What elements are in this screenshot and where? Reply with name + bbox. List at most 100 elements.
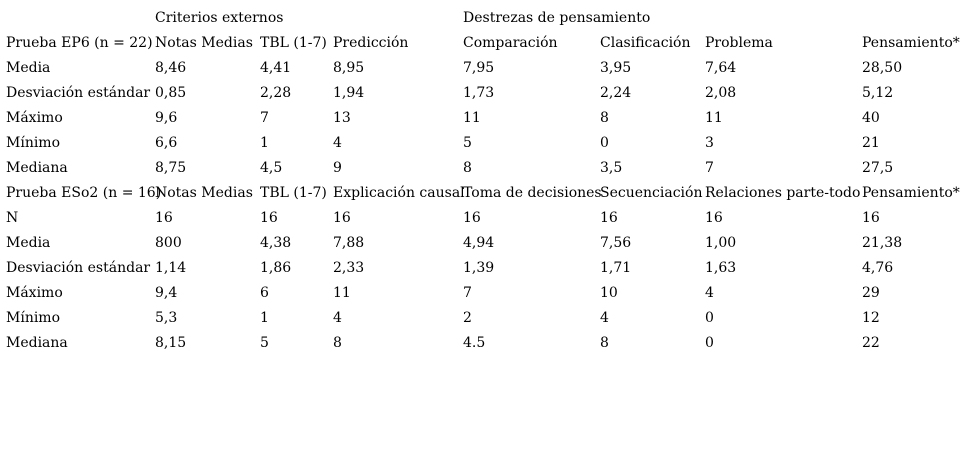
data-cell: 6 [260,285,269,301]
column-header: Toma de decisiones [463,185,602,201]
data-cell: 16 [260,210,278,226]
data-cell: 22 [862,335,880,351]
data-cell: 7,64 [705,60,737,76]
data-cell: 16 [705,210,723,226]
table-row: Desviación estándar 1,14 1,86 2,33 1,39 1,71 1… [6,256,957,281]
column-header: Pensamiento* [862,185,960,201]
data-cell: 1,00 [705,235,737,251]
column-header: Comparación [463,35,558,51]
data-cell: 27,5 [862,160,894,176]
data-cell: 7,95 [463,60,495,76]
table-row: Máximo 9,6 7 13 11 8 11 40 [6,106,957,131]
data-cell: 2,08 [705,85,737,101]
data-cell: 5,3 [155,310,178,326]
group-header: Criterios externos [155,10,284,26]
row-label: Mediana [6,160,68,176]
data-cell: 7 [705,160,714,176]
table-row: Mediana 8,75 4,5 9 8 3,5 7 27,5 [6,156,957,181]
row-label: Desviación estándar [6,85,151,101]
data-cell: 16 [600,210,618,226]
data-cell: 16 [155,210,173,226]
data-cell: 8 [463,160,472,176]
data-cell: 1,71 [600,260,632,276]
column-header: Pensamiento* [862,35,960,51]
column-header: Secuenciación [600,185,703,201]
data-cell: 9,4 [155,285,178,301]
table-row: Desviación estándar 0,85 2,28 1,94 1,73 2,24 2… [6,81,957,106]
data-cell: 8 [600,110,609,126]
data-cell: 1,63 [705,260,737,276]
data-cell: 13 [333,110,351,126]
data-cell: 16 [862,210,880,226]
data-cell: 29 [862,285,880,301]
data-cell: 8,95 [333,60,365,76]
row-label: Mediana [6,335,68,351]
data-cell: 1,14 [155,260,187,276]
data-cell: 3,5 [600,160,623,176]
data-cell: 4 [600,310,609,326]
column-header: Explicación causal [333,185,465,201]
row-label: Mínimo [6,310,61,326]
section-header-row: Prueba ESo2 (n = 16) Notas Medias TBL (1-7… [6,181,960,206]
data-cell: 0 [600,135,609,151]
section-label: Prueba ESo2 (n = 16) [6,185,162,201]
data-cell: 4,76 [862,260,894,276]
row-label: Media [6,60,51,76]
row-label: Desviación estándar [6,260,151,276]
data-cell: 3 [705,135,714,151]
column-header: TBL (1-7) [260,35,327,51]
column-header: Notas Medias [155,185,253,201]
data-cell: 1,39 [463,260,495,276]
data-cell: 8,15 [155,335,187,351]
data-cell: 7,88 [333,235,365,251]
row-label: Máximo [6,285,63,301]
data-cell: 1,86 [260,260,292,276]
table-row: Media 8,46 4,41 8,95 7,95 3,95 7,64 28,50 [6,56,957,81]
table-row: N 16 16 16 16 16 16 16 [6,206,957,231]
spacer-cell [6,6,155,31]
data-cell: 40 [862,110,880,126]
group-header-row: Criterios externos Destrezas de pensamien… [6,6,957,31]
data-cell: 8,46 [155,60,187,76]
row-label: N [6,210,19,226]
column-header: Predicción [333,35,409,51]
data-cell: 5 [260,335,269,351]
data-cell: 2 [463,310,472,326]
data-cell: 11 [333,285,351,301]
data-cell: 16 [333,210,351,226]
column-header: Relaciones parte-todo [705,185,861,201]
data-cell: 5 [463,135,472,151]
row-label: Mínimo [6,135,61,151]
column-header: Clasificación [600,35,691,51]
table-row: Mínimo 5,3 1 4 2 4 0 12 [6,306,957,331]
data-cell: 4 [705,285,714,301]
data-cell: 10 [600,285,618,301]
data-cell: 9 [333,160,342,176]
data-cell: 28,50 [862,60,903,76]
data-cell: 4 [333,310,342,326]
data-cell: 4,41 [260,60,292,76]
data-cell: 7,56 [600,235,632,251]
column-header: Notas Medias [155,35,253,51]
data-cell: 4.5 [463,335,486,351]
data-cell: 2,28 [260,85,292,101]
section-header-row: Prueba EP6 (n = 22) Notas Medias TBL (1-7)… [6,31,960,56]
data-cell: 9,6 [155,110,178,126]
data-cell: 4,94 [463,235,495,251]
data-cell: 1 [260,135,269,151]
data-cell: 5,12 [862,85,894,101]
data-cell: 11 [705,110,723,126]
data-cell: 0 [705,310,714,326]
data-cell: 1 [260,310,269,326]
data-cell: 12 [862,310,880,326]
data-cell: 4 [333,135,342,151]
data-cell: 4,38 [260,235,292,251]
data-cell: 0 [705,335,714,351]
data-cell: 8 [600,335,609,351]
table-row: Máximo 9,4 6 11 7 10 4 29 [6,281,957,306]
data-cell: 8,75 [155,160,187,176]
data-cell: 4,5 [260,160,283,176]
data-cell: 21,38 [862,235,903,251]
group-header: Destrezas de pensamiento [463,10,651,26]
section-label: Prueba EP6 (n = 22) [6,35,153,51]
